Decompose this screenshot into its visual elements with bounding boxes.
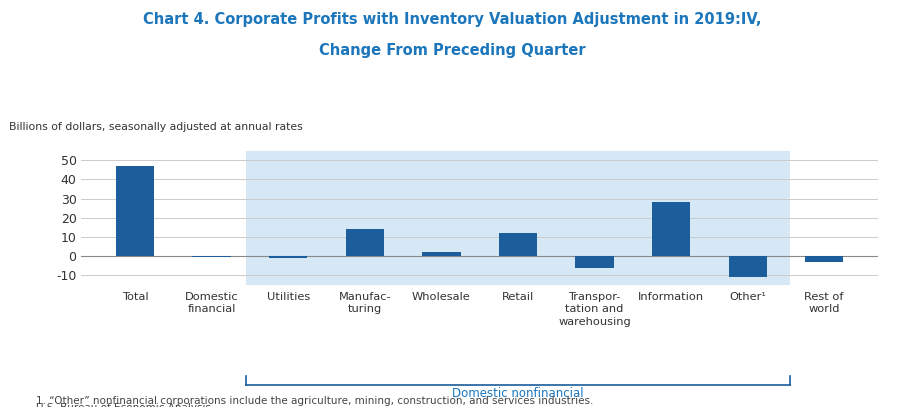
Bar [423,252,461,256]
Bar [346,229,384,256]
Bar [805,256,843,262]
Bar [652,202,691,256]
Bar [499,233,537,256]
Text: U.S. Bureau of Economic Analysis: U.S. Bureau of Economic Analysis [36,403,211,407]
Bar [269,256,308,258]
Text: Domestic nonfinancial: Domestic nonfinancial [452,387,584,400]
Bar [116,166,154,256]
Bar [729,256,767,277]
Bar [193,256,231,257]
Text: 1. “Other” nonfinancial corporations include the agriculture, mining, constructi: 1. “Other” nonfinancial corporations inc… [36,396,594,406]
Bar [576,256,614,268]
Text: Change From Preceding Quarter: Change From Preceding Quarter [319,43,586,58]
Text: Billions of dollars, seasonally adjusted at annual rates: Billions of dollars, seasonally adjusted… [9,122,303,132]
Bar [246,151,790,285]
Text: Chart 4. Corporate Profits with Inventory Valuation Adjustment in 2019:IV,: Chart 4. Corporate Profits with Inventor… [143,12,762,27]
